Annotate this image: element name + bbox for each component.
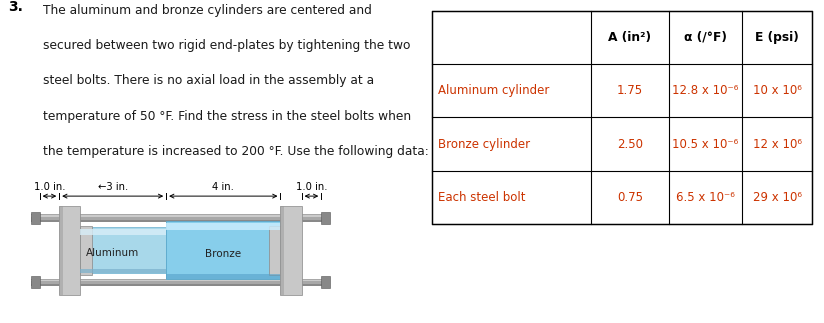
Text: steel bolts. There is no axial load in the assembly at a: steel bolts. There is no axial load in t… xyxy=(43,74,373,88)
Bar xyxy=(166,221,280,279)
Text: 10.5 x 10⁻⁶: 10.5 x 10⁻⁶ xyxy=(672,138,738,151)
Text: E (psi): E (psi) xyxy=(755,31,799,44)
Text: Bronze cylinder: Bronze cylinder xyxy=(438,138,531,151)
Text: 2.50: 2.50 xyxy=(617,138,643,151)
Text: 4 in.: 4 in. xyxy=(213,182,234,192)
Text: Aluminum cylinder: Aluminum cylinder xyxy=(438,84,550,97)
Text: α (/°F): α (/°F) xyxy=(684,31,727,44)
Bar xyxy=(81,227,166,273)
Bar xyxy=(30,220,330,222)
Bar xyxy=(59,206,63,295)
Text: secured between two rigid end-plates by tightening the two: secured between two rigid end-plates by … xyxy=(43,39,410,52)
Text: 12.8 x 10⁻⁶: 12.8 x 10⁻⁶ xyxy=(672,84,738,97)
Bar xyxy=(280,206,284,295)
Bar xyxy=(81,269,166,273)
Bar xyxy=(321,212,330,224)
Text: Bronze: Bronze xyxy=(205,249,241,259)
Bar xyxy=(30,284,330,286)
Text: 1.75: 1.75 xyxy=(617,84,643,97)
Text: 1.0 in.: 1.0 in. xyxy=(34,182,65,192)
Text: the temperature is increased to 200 °F. Use the following data:: the temperature is increased to 200 °F. … xyxy=(43,145,428,158)
Bar xyxy=(30,279,330,281)
Text: 29 x 10⁶: 29 x 10⁶ xyxy=(752,191,802,204)
Bar xyxy=(30,212,40,224)
Text: 6.5 x 10⁻⁶: 6.5 x 10⁻⁶ xyxy=(676,191,735,204)
Bar xyxy=(81,226,92,275)
Text: Each steel bolt: Each steel bolt xyxy=(438,191,526,204)
Text: 3.: 3. xyxy=(8,0,23,14)
Text: A (in²): A (in²) xyxy=(608,31,651,44)
Bar xyxy=(166,223,280,230)
Text: The aluminum and bronze cylinders are centered and: The aluminum and bronze cylinders are ce… xyxy=(43,4,372,17)
Bar xyxy=(321,276,330,288)
Bar xyxy=(280,206,302,295)
Bar xyxy=(30,276,40,288)
Bar xyxy=(166,274,280,279)
Text: 12 x 10⁶: 12 x 10⁶ xyxy=(752,138,802,151)
Text: temperature of 50 °F. Find the stress in the steel bolts when: temperature of 50 °F. Find the stress in… xyxy=(43,110,410,123)
Bar xyxy=(30,278,330,286)
Text: ←3 in.: ←3 in. xyxy=(97,182,128,192)
Text: 10 x 10⁶: 10 x 10⁶ xyxy=(752,84,802,97)
Text: 0.75: 0.75 xyxy=(617,191,643,204)
Bar xyxy=(269,226,280,275)
Text: 1.0 in.: 1.0 in. xyxy=(296,182,327,192)
Bar xyxy=(81,229,166,235)
Bar xyxy=(30,214,330,222)
Bar xyxy=(30,215,330,217)
Bar xyxy=(59,206,81,295)
Text: Aluminum: Aluminum xyxy=(87,248,139,258)
